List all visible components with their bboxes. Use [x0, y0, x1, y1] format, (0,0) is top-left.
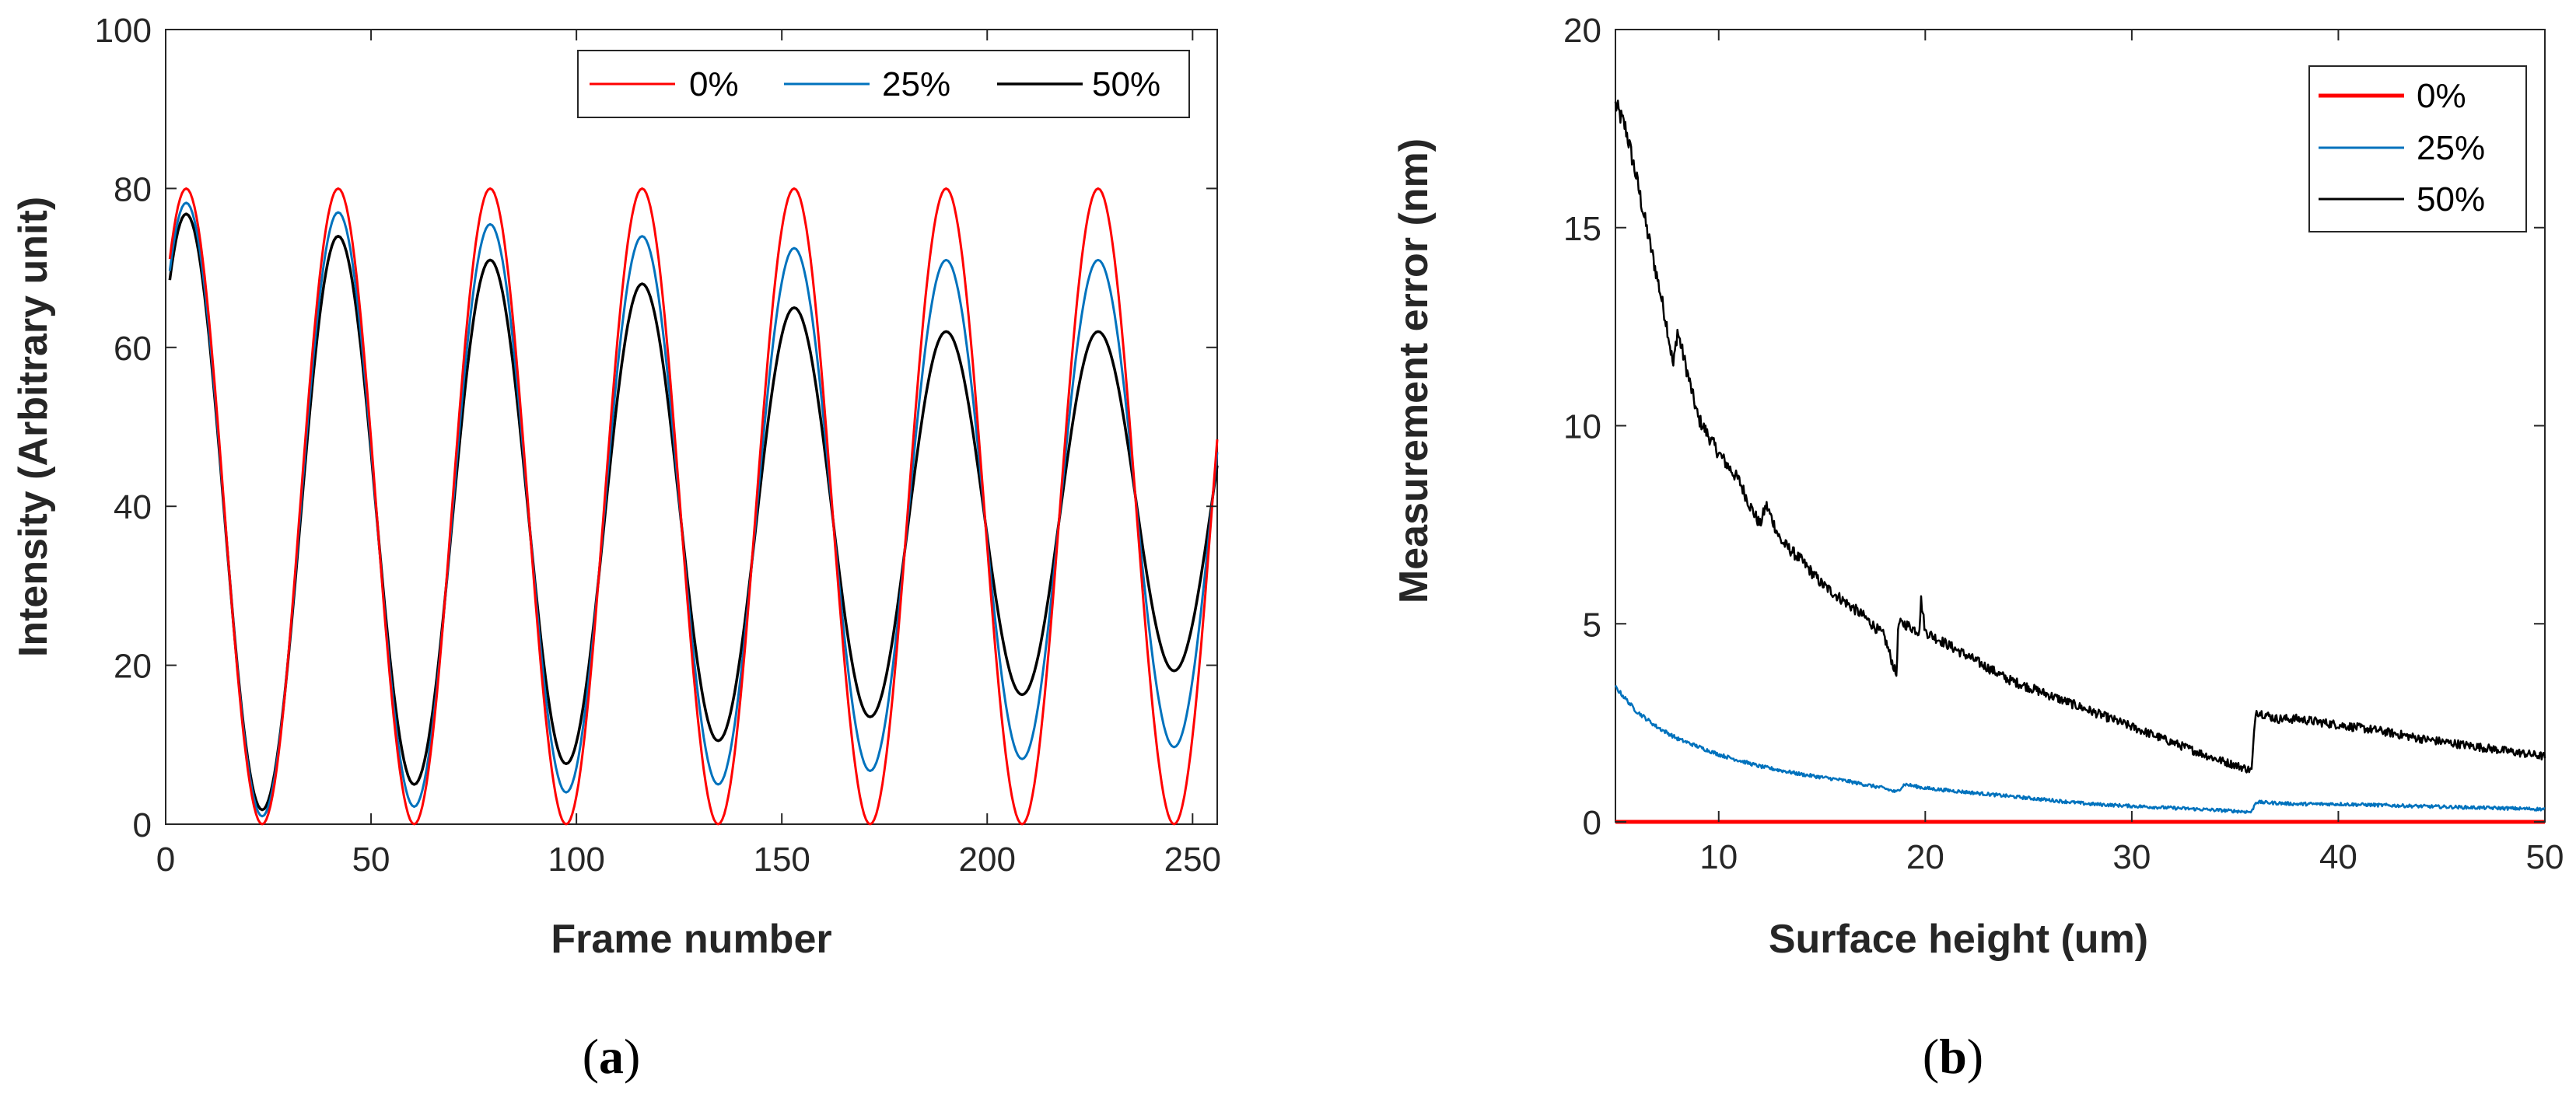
chart-a-plot-area [165, 29, 1218, 825]
y-tick-label-b-2: 10 [1563, 408, 1601, 446]
legend-b-label-0: 0% [2417, 77, 2466, 115]
y-tick-label-b-3: 15 [1563, 210, 1601, 248]
x-tick-label-b-2: 30 [2112, 838, 2151, 876]
chart-b-ticks: 10 20 30 40 50 0 5 10 15 20 [1563, 12, 2564, 876]
chart-a-series-group [168, 187, 1219, 826]
chart-a: 0 50 100 150 200 250 0 20 40 60 80 100 Frame number… [11, 12, 1221, 1084]
chart-b-legend: 0% 25% 50% [2308, 65, 2527, 232]
x-tick-label-a-1: 50 [352, 841, 390, 879]
legend-b-label-1: 25% [2417, 129, 2485, 167]
panel-label-a: (a) [583, 1029, 641, 1084]
chart-a-ticks: 0 50 100 150 200 250 0 20 40 60 80 100 [95, 12, 1221, 879]
x-tick-label-b-0: 10 [1699, 838, 1738, 876]
x-tick-label-a-4: 200 [959, 841, 1016, 879]
x-tick-label-b-4: 50 [2526, 838, 2564, 876]
legend-b-label-2: 50% [2417, 180, 2485, 218]
chart-a-legend-box [577, 50, 1190, 118]
panel-label-b: (b) [1923, 1029, 1983, 1084]
series-a-0% [168, 187, 1219, 826]
y-tick-label-a-1: 20 [114, 648, 152, 686]
y-tick-label-a-2: 40 [114, 488, 152, 526]
x-tick-label-a-5: 250 [1164, 841, 1221, 879]
legend-a-label-1: 25% [882, 65, 950, 103]
chart-b: 10 20 30 40 50 0 5 10 15 20 Surface height (um) M… [1391, 12, 2564, 1084]
series-a-25% [168, 201, 1219, 818]
y-tick-label-a-3: 60 [114, 330, 152, 368]
y-tick-label-b-0: 0 [1583, 804, 1601, 842]
series-b-25% [1614, 684, 2546, 814]
chart-a-xlabel: Frame number [551, 917, 831, 962]
x-tick-label-b-1: 20 [1906, 838, 1944, 876]
y-tick-label-a-0: 0 [133, 806, 152, 844]
series-a-50% [168, 212, 1219, 812]
legend-a-label-0: 0% [689, 65, 739, 103]
series-b-50% [1614, 100, 2546, 774]
y-tick-label-a-4: 80 [114, 170, 152, 208]
x-tick-label-b-3: 40 [2319, 838, 2357, 876]
x-tick-label-a-0: 0 [156, 841, 175, 879]
y-tick-label-b-1: 5 [1583, 606, 1601, 644]
x-tick-label-a-3: 150 [753, 841, 810, 879]
chart-b-ylabel: Measurement error (nm) [1391, 138, 1437, 603]
chart-b-series-group [1614, 100, 2546, 824]
chart-b-xlabel: Surface height (um) [1769, 917, 2148, 962]
y-tick-label-a-5: 100 [95, 12, 152, 50]
chart-a-legend: 0% 25% 50% [577, 50, 1190, 118]
legend-a-label-2: 50% [1092, 65, 1160, 103]
chart-a-ylabel: Intensity (Arbitrary unit) [11, 197, 56, 657]
x-tick-label-a-2: 100 [548, 841, 604, 879]
y-tick-label-b-4: 20 [1563, 12, 1601, 50]
